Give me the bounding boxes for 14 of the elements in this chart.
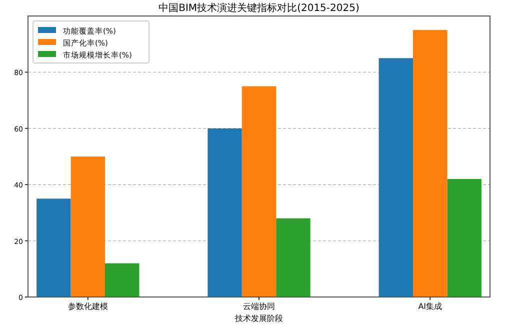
x-tick-label: 参数化建模 bbox=[68, 302, 108, 311]
bar bbox=[36, 198, 71, 297]
bar bbox=[208, 128, 242, 297]
bar bbox=[242, 86, 276, 297]
bar bbox=[378, 58, 413, 297]
bar bbox=[105, 263, 140, 297]
x-tick-label: AI集成 bbox=[418, 302, 442, 311]
x-tick-label: 云端协同 bbox=[243, 302, 275, 311]
bar bbox=[276, 218, 310, 297]
bar bbox=[447, 178, 482, 297]
x-axis-title: 技术发展阶段 bbox=[234, 314, 283, 323]
bar bbox=[413, 30, 448, 297]
chart-title: 中国BIM技术演进关键指标对比(2015-2025) bbox=[158, 2, 360, 14]
bar bbox=[70, 156, 105, 297]
